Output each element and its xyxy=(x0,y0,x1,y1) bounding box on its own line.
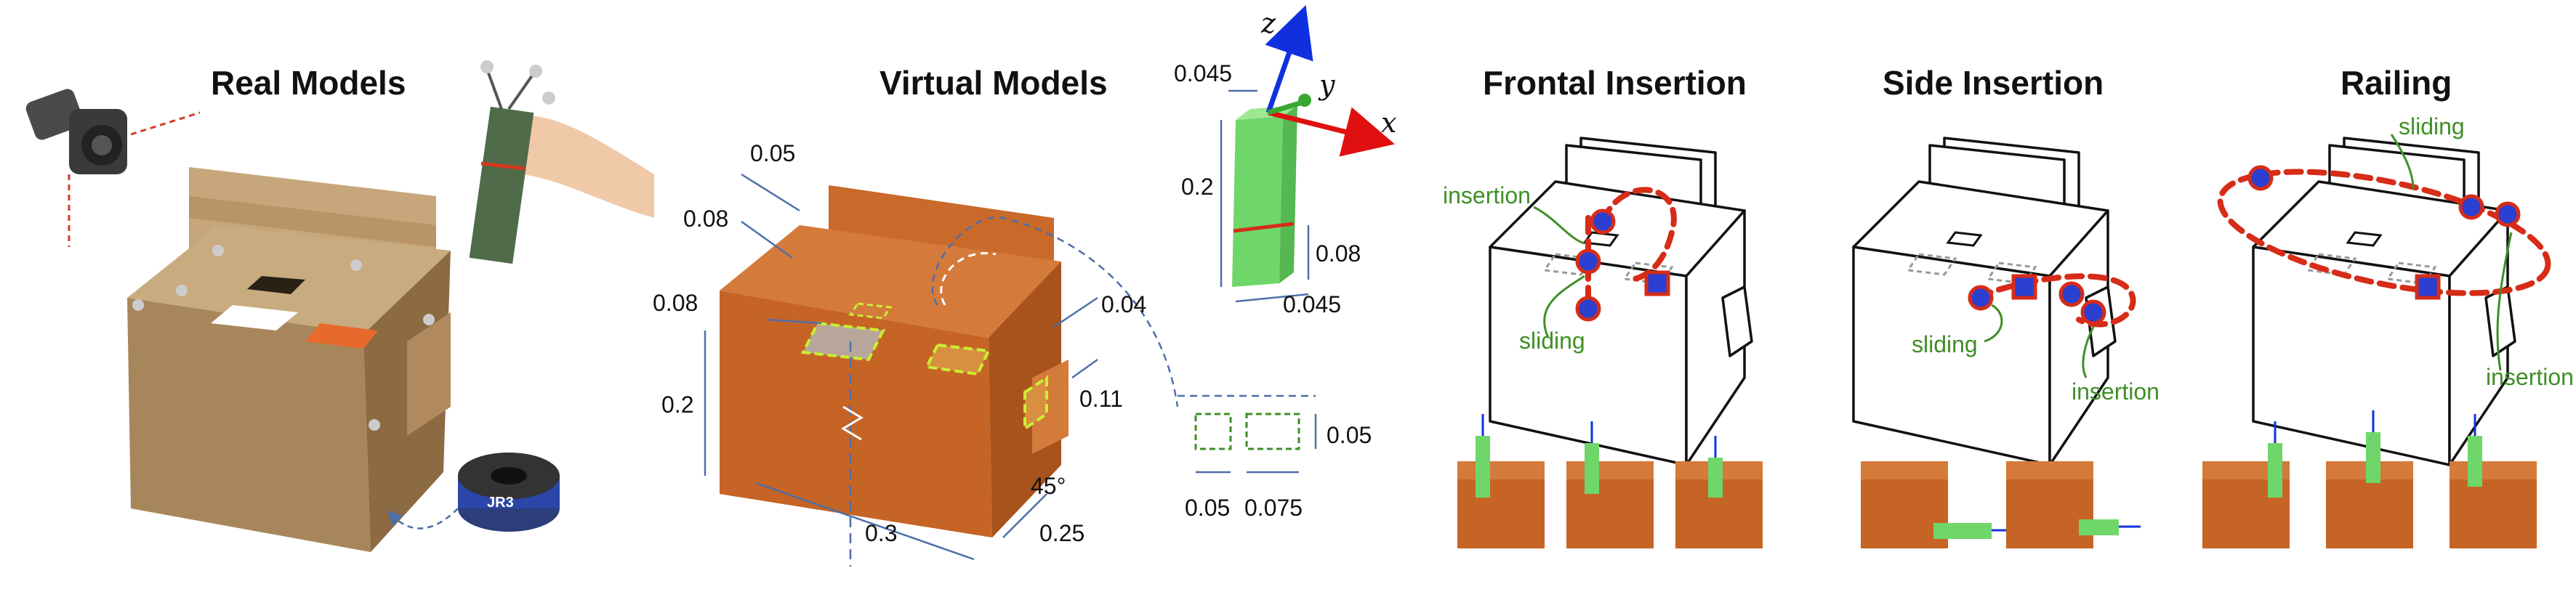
axis-z-label: z xyxy=(1260,7,1276,39)
virtual-peg xyxy=(1232,105,1297,287)
thumb-frontal-3 xyxy=(1675,436,1763,548)
side-marker-square xyxy=(2011,274,2037,300)
dim-0.05-top: 0.05 xyxy=(750,140,795,166)
dim-0.3: 0.3 xyxy=(865,520,897,546)
axis-triad-icon xyxy=(1265,4,1395,157)
real-models-panel: Real Models xyxy=(25,60,654,552)
frontal-box-outline xyxy=(1489,137,1753,466)
railing-marker-square xyxy=(2415,274,2441,300)
sensor-arrow xyxy=(387,508,459,530)
simulation-thumbnails xyxy=(1457,410,2537,548)
thumb-frontal-2 xyxy=(1566,421,1654,548)
frontal-insertion-panel: Frontal Insertion insertion sliding xyxy=(1443,64,1753,466)
railing-red-loop xyxy=(2217,169,2551,296)
frontal-red-path xyxy=(1600,187,1677,283)
virtual-models-panel: Virtual Models 0.05 0.08 0.08 0 xyxy=(653,4,1396,567)
dim-0.11: 0.11 xyxy=(1079,386,1123,412)
real-box xyxy=(127,167,451,552)
camera-link-line xyxy=(130,111,201,136)
dim-0.08-a: 0.08 xyxy=(683,206,728,232)
peg-dim-0.045-top: 0.045 xyxy=(1174,60,1232,86)
railing-sliding-label: sliding xyxy=(2399,113,2465,139)
railing-marker-3 xyxy=(2495,201,2521,227)
hole-detail xyxy=(1178,394,1317,474)
thumb-side-2 xyxy=(2006,461,2141,548)
side-insertion-panel: Side Insertion sliding insertion xyxy=(1852,64,2160,466)
thumb-railing-3 xyxy=(2450,414,2537,548)
peg-dim-0.08: 0.08 xyxy=(1316,240,1361,267)
railing-marker-2 xyxy=(2458,194,2484,220)
frontal-marker-square xyxy=(1644,270,1670,296)
peg-dim-0.2: 0.2 xyxy=(1181,174,1213,200)
frontal-sliding-label: sliding xyxy=(1519,328,1585,354)
railing-panel: Railing sliding insertion xyxy=(2217,64,2574,466)
railing-box-outline xyxy=(2252,137,2516,466)
side-sliding-label: sliding xyxy=(1912,331,1978,357)
hole-dim-0.05-height: 0.05 xyxy=(1327,422,1372,448)
thumb-railing-1 xyxy=(2202,421,2290,548)
hole-dim-0.075: 0.075 xyxy=(1244,495,1303,521)
thumb-railing-2 xyxy=(2326,410,2413,548)
hole-dim-0.05-width: 0.05 xyxy=(1185,495,1230,521)
thumb-frontal-1 xyxy=(1457,414,1545,548)
side-marker-1 xyxy=(1968,285,1994,311)
frontal-marker-1 xyxy=(1590,208,1616,235)
railing-title: Railing xyxy=(2340,64,2452,102)
virtual-box xyxy=(720,185,1068,538)
virtual-models-title: Virtual Models xyxy=(880,64,1108,102)
frontal-insertion-title: Frontal Insertion xyxy=(1483,64,1747,102)
peg-dim-0.045-bottom: 0.045 xyxy=(1283,291,1341,317)
sensor-icon: JR3 xyxy=(458,453,560,532)
axis-x-label: x xyxy=(1381,107,1396,139)
frontal-marker-3 xyxy=(1575,296,1601,322)
side-insertion-title: Side Insertion xyxy=(1883,64,2104,102)
dim-0.2-box: 0.2 xyxy=(661,392,693,418)
frontal-insertion-label: insertion xyxy=(1443,182,1531,208)
real-models-title: Real Models xyxy=(211,64,406,102)
dim-0.08-b: 0.08 xyxy=(653,290,698,316)
frontal-marker-2 xyxy=(1575,248,1601,275)
sensor-label: JR3 xyxy=(487,495,514,511)
dim-0.04: 0.04 xyxy=(1101,291,1146,317)
hand-icon xyxy=(469,60,654,264)
side-marker-3 xyxy=(2080,299,2106,325)
side-marker-2 xyxy=(2058,281,2085,307)
railing-insertion-label: insertion xyxy=(2486,364,2574,390)
dim-angle: 45° xyxy=(1031,473,1066,499)
side-insertion-label: insertion xyxy=(2072,378,2160,405)
railing-marker-1 xyxy=(2247,165,2274,191)
axis-y-label: y xyxy=(1318,69,1335,101)
dim-0.25: 0.25 xyxy=(1039,520,1084,546)
thumb-side-1 xyxy=(1861,461,2013,548)
camera-icon xyxy=(25,89,127,174)
